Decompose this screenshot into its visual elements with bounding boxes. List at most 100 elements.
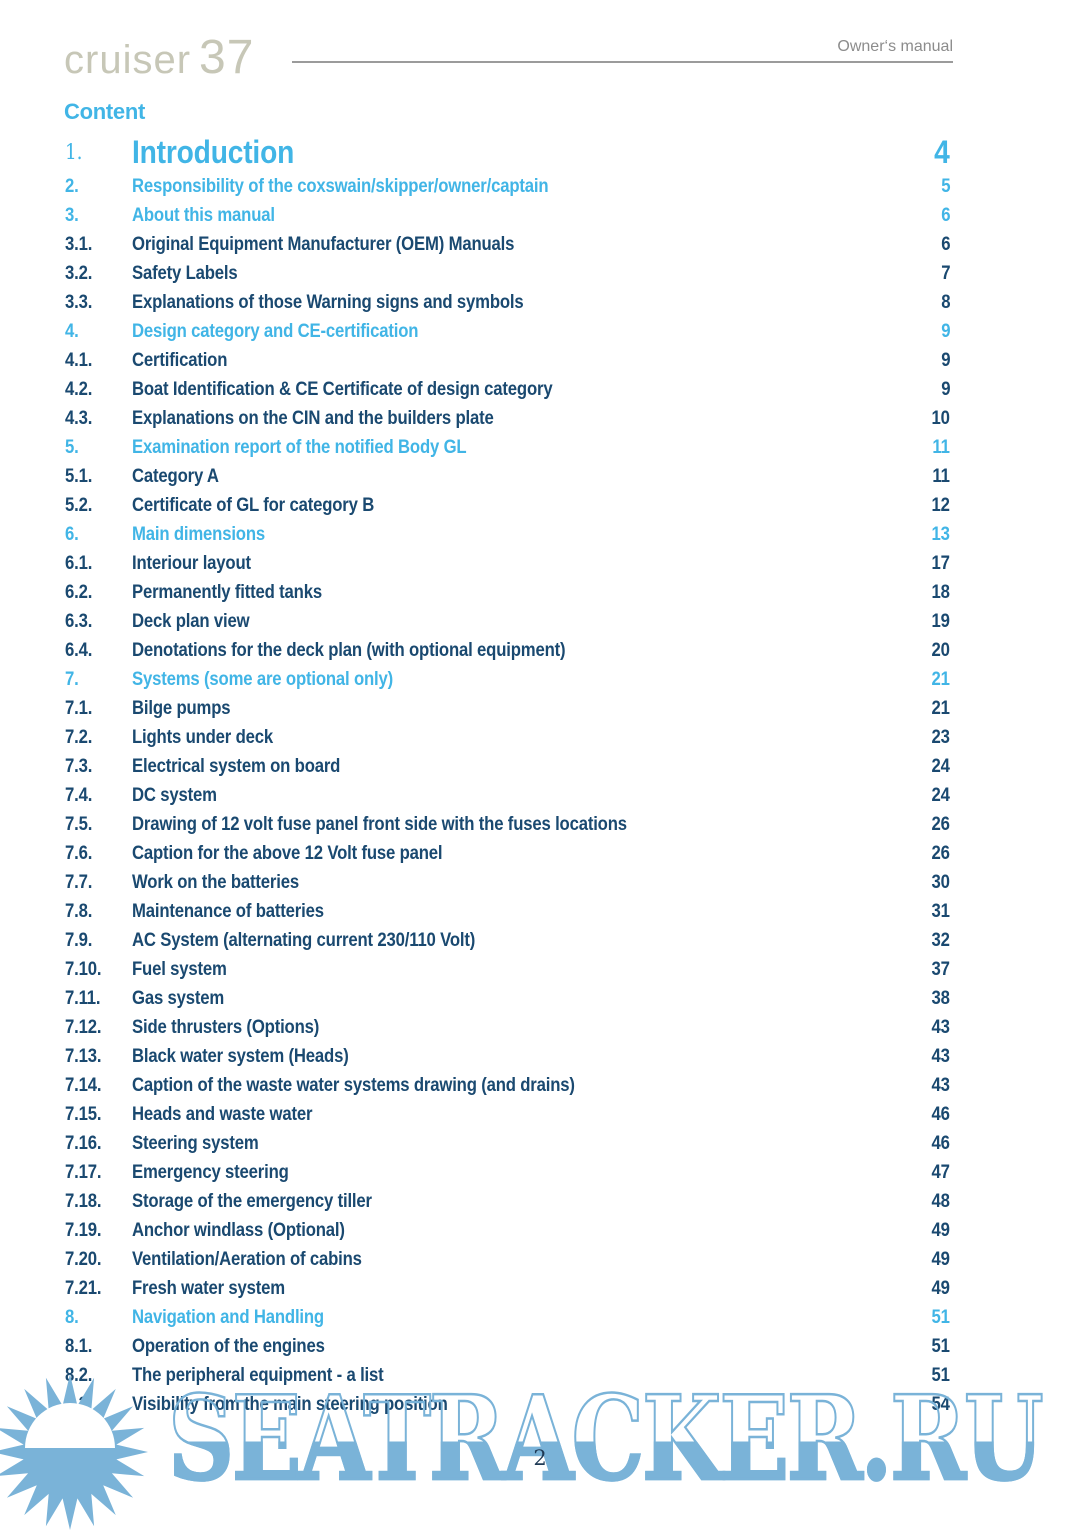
toc-entry-page: 21 (870, 669, 950, 691)
toc-entry-page: 6 (870, 234, 950, 256)
toc-entry-page: 47 (870, 1162, 950, 1184)
toc-entry-title-text: Operation of the engines (132, 1335, 325, 1357)
toc-entry-title-text: Introduction (132, 133, 295, 170)
toc-entry-number-text: 2. (65, 175, 79, 197)
toc-entry-page-text: 30 (931, 871, 950, 893)
toc-entry-title-text: Certificate of GL for category B (132, 494, 375, 516)
toc-entry-page-text: 21 (931, 697, 950, 719)
toc-entry-page-text: 54 (931, 1393, 950, 1415)
toc-entry-page-text: 6 (940, 204, 950, 226)
table-of-contents: 1. Introduction 4 2. Responsibility of the c… (65, 132, 950, 1419)
toc-entry-page-text: 43 (931, 1045, 950, 1067)
toc-entry-page: 49 (870, 1249, 950, 1271)
toc-entry-title: Electrical system on board (132, 756, 870, 778)
toc-entry-page-text: 24 (931, 784, 950, 806)
toc-entry-title-text: AC System (alternating current 230/110 V… (132, 929, 476, 951)
toc-entry-page: 4 (870, 134, 951, 171)
toc-entry-title: The peripheral equipment - a list (132, 1365, 870, 1387)
header-rule (292, 61, 953, 63)
toc-entry-page: 20 (870, 640, 950, 662)
toc-entry-title-text: Lights under deck (132, 726, 274, 748)
toc-entry-page-text: 46 (931, 1132, 950, 1154)
toc-entry-number-text: 8. (65, 1306, 79, 1328)
toc-entry-number: 6.2. (65, 582, 132, 604)
toc-entry-number: 3. (65, 205, 132, 227)
toc-entry-title-text: About this manual (132, 204, 275, 226)
toc-entry-number-text: 6.4. (65, 639, 93, 661)
toc-entry-page: 46 (870, 1104, 950, 1126)
toc-entry-title: Fresh water system (132, 1278, 870, 1300)
toc-row: 7.3. Electrical system on board 24 (65, 752, 950, 781)
toc-entry-title: Operation of the engines (132, 1336, 870, 1358)
toc-row: 3.1. Original Equipment Manufacturer (OEM… (65, 230, 950, 259)
toc-row: 6.3. Deck plan view 19 (65, 607, 950, 636)
toc-entry-number: 8.2. (65, 1365, 132, 1387)
toc-entry-number: 7.20. (65, 1249, 132, 1271)
toc-row: 7.14. Caption of the waste water systems … (65, 1071, 950, 1100)
toc-entry-number: 6.3. (65, 611, 132, 633)
toc-entry-number: 7.3. (65, 756, 132, 778)
toc-entry-number-text: 7.18. (65, 1190, 102, 1212)
toc-entry-page-text: 11 (932, 436, 950, 458)
toc-entry-page: 12 (870, 495, 950, 517)
toc-entry-page: 30 (870, 872, 950, 894)
toc-entry-title-text: Category A (132, 465, 219, 487)
toc-entry-title-text: Deck plan view (132, 610, 250, 632)
toc-entry-title-text: Emergency steering (132, 1161, 289, 1183)
toc-entry-title-text: Interiour layout (132, 552, 251, 574)
toc-entry-number: 7.18. (65, 1191, 132, 1213)
toc-entry-page: 26 (870, 843, 950, 865)
toc-row: 8.1. Operation of the engines 51 (65, 1332, 950, 1361)
toc-entry-page-text: 12 (931, 494, 950, 516)
toc-entry-title-text: Gas system (132, 987, 225, 1009)
toc-entry-title: Lights under deck (132, 727, 870, 749)
toc-row: 7.5. Drawing of 12 volt fuse panel front … (65, 810, 950, 839)
toc-row: 8.3. Visibility from the main steering po… (65, 1390, 950, 1419)
toc-entry-number: 6.1. (65, 553, 132, 575)
toc-entry-page: 51 (870, 1365, 950, 1387)
toc-entry-number: 8.1. (65, 1336, 132, 1358)
toc-entry-page-text: 20 (931, 639, 950, 661)
toc-row: 3.3. Explanations of those Warning signs … (65, 288, 950, 317)
toc-entry-number: 7.12. (65, 1017, 132, 1039)
toc-entry-title-text: Work on the batteries (132, 871, 299, 893)
toc-entry-page-text: 38 (931, 987, 950, 1009)
toc-entry-title: Navigation and Handling (132, 1307, 870, 1329)
toc-entry-title-text: Main dimensions (132, 523, 266, 545)
toc-entry-number: 7.2. (65, 727, 132, 749)
toc-row: 4.3. Explanations on the CIN and the buil… (65, 404, 950, 433)
toc-entry-number-text: 7.5. (65, 813, 93, 835)
toc-entry-number: 4.1. (65, 350, 132, 372)
toc-entry-page-text: 48 (931, 1190, 950, 1212)
toc-entry-page: 24 (870, 785, 950, 807)
toc-entry-page: 17 (870, 553, 950, 575)
toc-row: 7.15. Heads and waste water 46 (65, 1100, 950, 1129)
toc-entry-page: 49 (870, 1220, 950, 1242)
toc-entry-number: 7.11. (65, 988, 132, 1010)
toc-entry-page-text: 47 (931, 1161, 950, 1183)
toc-entry-number-text: 7.11. (65, 987, 101, 1009)
toc-entry-page-text: 43 (931, 1074, 950, 1096)
toc-entry-page: 9 (870, 321, 950, 343)
toc-entry-page-text: 18 (931, 581, 950, 603)
toc-row: 8.2. The peripheral equipment - a list 51 (65, 1361, 950, 1390)
toc-entry-page-text: 49 (931, 1219, 950, 1241)
toc-row: 6.4. Denotations for the deck plan (with … (65, 636, 950, 665)
toc-entry-page-text: 26 (931, 813, 950, 835)
toc-entry-title-text: Fresh water system (132, 1277, 285, 1299)
toc-entry-title: Examination report of the notified Body … (132, 437, 870, 459)
toc-entry-title: About this manual (132, 205, 870, 227)
toc-entry-number: 7. (65, 669, 132, 691)
toc-entry-page: 26 (870, 814, 950, 836)
toc-entry-page-text: 46 (931, 1103, 950, 1125)
toc-row: 6. Main dimensions 13 (65, 520, 950, 549)
toc-entry-number: 7.13. (65, 1046, 132, 1068)
toc-entry-title: Safety Labels (132, 263, 870, 285)
toc-entry-number: 3.1. (65, 234, 132, 256)
toc-entry-number: 7.1. (65, 698, 132, 720)
toc-entry-title-text: Visibility from the main steering positi… (132, 1393, 448, 1415)
toc-entry-page: 8 (870, 292, 950, 314)
toc-entry-page: 38 (870, 988, 950, 1010)
toc-entry-number-text: 3.1. (65, 233, 93, 255)
toc-entry-title-text: Anchor windlass (Optional) (132, 1219, 345, 1241)
